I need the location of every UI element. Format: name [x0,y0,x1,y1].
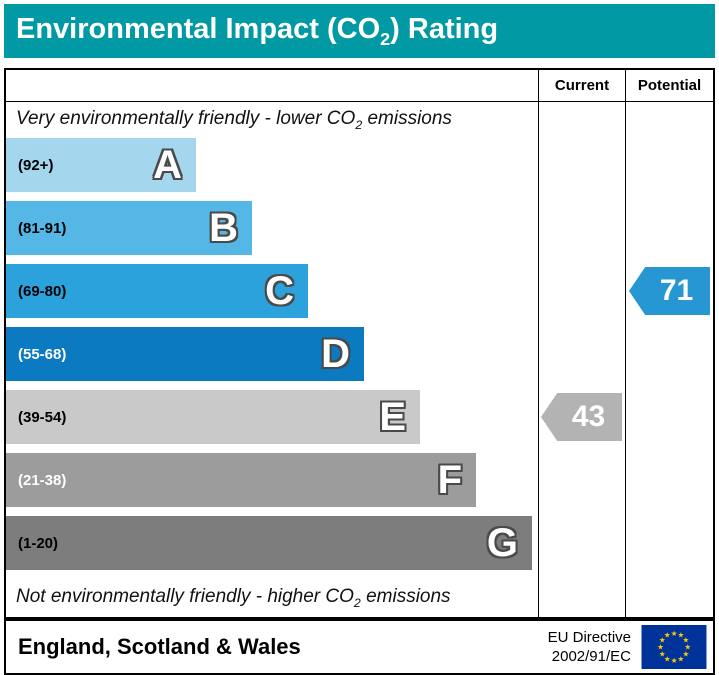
svg-text:★: ★ [664,631,671,640]
svg-text:★: ★ [671,629,678,638]
band-d-bar: (55-68) D [6,327,364,381]
band-c-letter: C [265,269,294,313]
eu-flag-icon: ★ ★ ★ ★ ★ ★ ★ ★ ★ ★ ★ ★ [641,625,707,669]
chart-title: Environmental Impact (CO2) Rating [4,4,715,58]
band-f-range: (21-38) [18,471,67,489]
band-g-range: (1-20) [18,534,59,552]
potential-column: 71 [625,102,713,617]
band-c-bar: (69-80) C [6,264,308,318]
band-d-range: (55-68) [18,345,67,363]
svg-text:★: ★ [659,649,666,658]
band-a-bar: (92+) A [6,138,196,192]
band-d-letter: D [321,332,350,376]
bands-column: Very environmentally friendly - lower CO… [6,102,538,617]
eu-directive-text: EU Directive 2002/91/EC [547,628,631,666]
svg-text:★: ★ [657,643,664,652]
band-e-bar: (39-54) E [6,390,420,444]
band-row-b: (81-91) B [6,201,538,255]
band-row-f: (21-38) F [6,453,538,507]
band-row-e: (39-54) E [6,390,538,444]
svg-text:★: ★ [671,656,678,665]
band-row-a: (92+) A [6,138,538,192]
band-row-d: (55-68) D [6,327,538,381]
svg-text:★: ★ [664,654,671,663]
band-g-bar: (1-20) G [6,516,532,570]
rating-chart: Current Potential Very environmentally f… [4,68,715,619]
band-row-c: (69-80) C [6,264,538,318]
scale-note-bottom: Not environmentally friendly - higher CO… [16,586,451,610]
current-column: 43 [538,102,625,617]
footer-region-label: England, Scotland & Wales [18,634,301,659]
band-f-letter: F [437,458,462,502]
band-e-letter: E [379,395,406,439]
footer: England, Scotland & Wales EU Directive 2… [4,619,715,675]
current-column-header: Current [538,70,625,102]
potential-rating-arrow: 71 [629,267,710,315]
footer-directive-block: EU Directive 2002/91/EC ★ ★ ★ ★ ★ ★ ★ ★ … [548,625,707,669]
potential-rating-value: 71 [659,274,694,307]
svg-text:★: ★ [659,636,666,645]
svg-text:★: ★ [678,654,685,663]
svg-text:★: ★ [683,649,690,658]
svg-text:★: ★ [684,643,691,652]
band-c-range: (69-80) [18,282,67,300]
band-b-letter: B [209,206,238,250]
current-rating-value: 43 [571,400,606,433]
band-a-letter: A [153,143,182,187]
band-row-g: (1-20) G [6,516,538,570]
svg-text:★: ★ [678,631,685,640]
header-blank-cell [6,70,538,102]
band-b-bar: (81-91) B [6,201,252,255]
band-f-bar: (21-38) F [6,453,476,507]
band-g-letter: G [486,521,518,565]
band-e-range: (39-54) [18,408,67,426]
band-a-range: (92+) [18,156,54,174]
band-b-range: (81-91) [18,219,67,237]
current-rating-arrow: 43 [541,393,622,441]
potential-column-header: Potential [625,70,713,102]
svg-text:★: ★ [683,636,690,645]
chart-title-text: Environmental Impact (CO2) Rating [16,12,499,49]
scale-note-top: Very environmentally friendly - lower CO… [16,108,452,132]
